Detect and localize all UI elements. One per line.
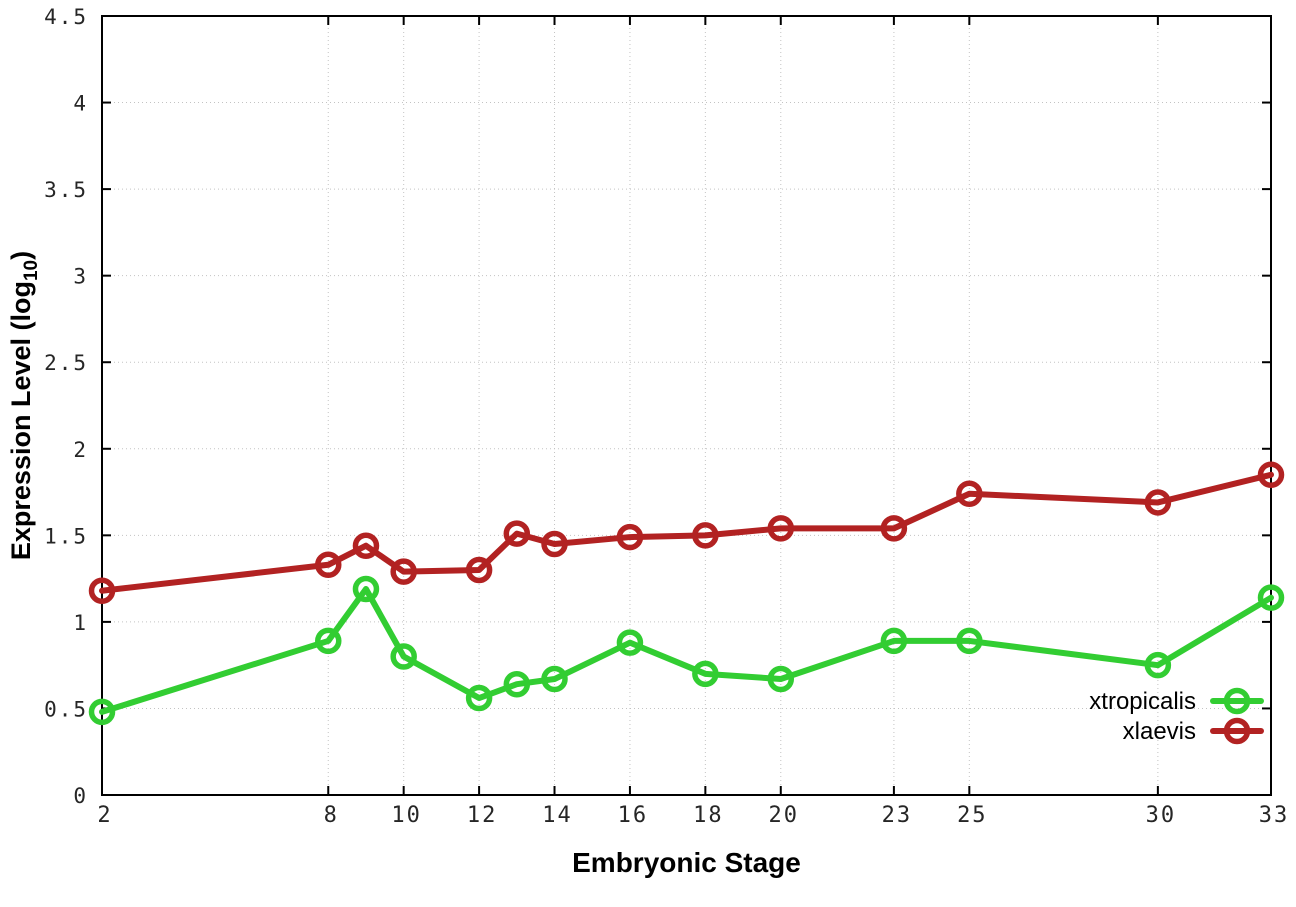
data-point-xtropicalis-8 (315, 627, 342, 655)
x-tick-label: 14 (542, 803, 573, 828)
x-tick-label: 18 (693, 803, 724, 828)
data-point-xlaevis-13 (503, 520, 531, 547)
legend-marker-xtropicalis (1223, 687, 1251, 715)
legend-marker-xlaevis (1223, 717, 1251, 745)
data-point-xlaevis-2 (88, 577, 116, 604)
data-point-xlaevis-20 (767, 515, 795, 542)
y-tick-label: 0.5 (44, 697, 88, 721)
data-point-xlaevis-25 (956, 480, 983, 508)
data-point-xtropicalis-18 (692, 660, 719, 688)
data-point-xlaevis-30 (1144, 489, 1172, 516)
data-point-xlaevis-10 (390, 558, 417, 585)
data-point-xlaevis-16 (616, 523, 644, 551)
x-axis-title: Embryonic Stage (572, 847, 801, 878)
x-tick-labels: 2 8 10 12 14 16 18 20 23 25 30 33 (97, 803, 1290, 828)
y-tick-label: 3.5 (44, 178, 88, 202)
data-point-xlaevis-12 (465, 556, 493, 584)
data-point-xlaevis-33 (1257, 461, 1285, 488)
y-tick-label: 3 (73, 265, 88, 289)
data-point-xlaevis-14 (541, 530, 568, 558)
y-axis-title: Expression Level (log10) (6, 251, 42, 560)
plot-border (101, 15, 1272, 796)
data-point-xtropicalis-10 (390, 643, 417, 670)
axis-tick-marks (101, 15, 1272, 796)
gridlines (102, 16, 1271, 795)
x-tick-label: 12 (467, 803, 498, 828)
y-tick-label: 4.5 (44, 5, 88, 29)
x-tick-label: 25 (957, 803, 988, 828)
x-tick-label: 8 (324, 803, 339, 828)
x-tick-label: 20 (769, 803, 800, 828)
legend-label-xtropicalis: xtropicalis (1089, 688, 1196, 715)
x-tick-label: 2 (97, 803, 112, 828)
data-point-xtropicalis-16 (616, 629, 644, 656)
y-tick-label: 1 (73, 611, 88, 635)
data-point-xlaevis-18 (692, 522, 719, 549)
data-point-xtropicalis-20 (767, 665, 795, 693)
x-tick-label: 33 (1259, 803, 1290, 828)
data-point-xlaevis-9 (352, 532, 380, 559)
data-point-xlaevis-8 (315, 551, 342, 579)
y-tick-label: 4 (73, 92, 88, 116)
x-tick-label: 16 (618, 803, 649, 828)
data-point-xtropicalis-2 (88, 698, 116, 726)
data-points (88, 461, 1285, 726)
y-tick-label: 2.5 (44, 351, 88, 375)
y-tick-labels: 0 0.5 1 1.5 2 2.5 3 3.5 4 4.5 (44, 5, 88, 808)
data-point-xtropicalis-33 (1257, 584, 1285, 611)
data-point-xtropicalis-14 (541, 665, 568, 693)
legend: xtropicalis xlaevis (1089, 687, 1264, 745)
data-point-xtropicalis-23 (880, 627, 908, 655)
y-tick-label: 1.5 (44, 524, 88, 548)
series-xlaevis-line (99, 471, 1274, 594)
data-point-xtropicalis-13 (503, 670, 531, 698)
legend-label-xlaevis: xlaevis (1123, 718, 1196, 745)
x-tick-label: 23 (882, 803, 913, 828)
x-tick-label: 30 (1146, 803, 1177, 828)
data-point-xtropicalis-12 (465, 684, 493, 712)
y-tick-label: 0 (73, 784, 88, 808)
series-lines (99, 471, 1274, 715)
y-tick-label: 2 (73, 438, 88, 462)
data-point-xtropicalis-30 (1144, 651, 1172, 679)
x-tick-label: 10 (391, 803, 422, 828)
data-point-xtropicalis-25 (956, 627, 983, 655)
data-point-xtropicalis-9 (352, 575, 380, 603)
data-point-xlaevis-23 (880, 515, 908, 542)
